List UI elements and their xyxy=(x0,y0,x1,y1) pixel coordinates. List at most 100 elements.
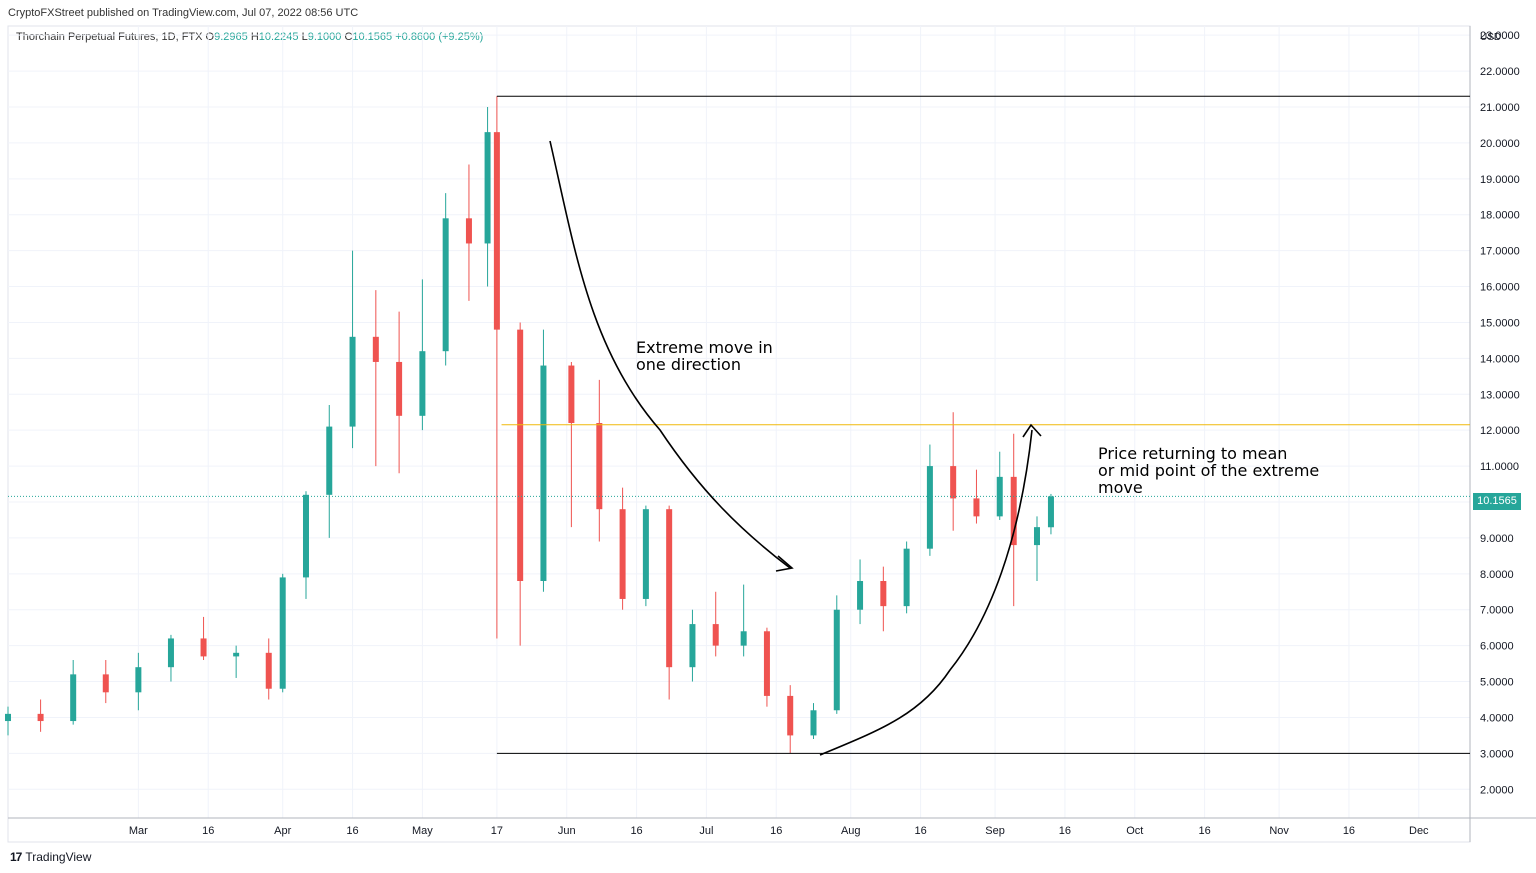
candle-body xyxy=(233,652,240,657)
candle-body xyxy=(442,218,449,352)
candle-body xyxy=(996,476,1003,517)
chart-grid xyxy=(7,25,1471,843)
candle-body xyxy=(763,631,770,696)
candle-body xyxy=(619,509,626,599)
candle-body xyxy=(1010,476,1017,546)
y-tick-label: 5.0000 xyxy=(1480,677,1514,689)
horizontal-levels xyxy=(8,95,1470,754)
candle-body xyxy=(465,218,472,244)
y-tick-label: 21.0000 xyxy=(1480,102,1520,114)
publisher-credit: CryptoFXStreet published on TradingView.… xyxy=(8,7,359,19)
y-tick-label: 2.0000 xyxy=(1480,784,1514,796)
candle-body xyxy=(540,365,547,581)
y-tick-label: 22.0000 xyxy=(1480,66,1520,78)
candle-body xyxy=(903,548,910,607)
tradingview-logo-icon: 17 xyxy=(10,850,22,864)
tradingview-brand[interactable]: 17 TradingView xyxy=(10,850,91,864)
candle-body xyxy=(596,423,603,510)
down-arrow-head xyxy=(775,555,794,572)
change-value: +0.8600 (+9.25%) xyxy=(395,31,484,43)
annotation-mean-return: Price returning to mean or mid point of … xyxy=(1098,445,1319,496)
candle-body xyxy=(200,638,207,657)
candle-body xyxy=(973,498,980,517)
candle-body xyxy=(1047,496,1054,528)
x-tick-label: 16 xyxy=(1343,825,1355,837)
candle-body xyxy=(102,674,109,693)
x-tick-label: 16 xyxy=(770,825,782,837)
symbol-legend: Thorchain Perpetual Futures, 1D, FTX O 9.… xyxy=(16,31,483,43)
candle-body xyxy=(740,631,747,646)
y-tick-label: 18.0000 xyxy=(1480,210,1520,222)
x-tick-label: Aug xyxy=(841,825,861,837)
annotation-line: or mid point of the extreme xyxy=(1098,461,1320,480)
candle-body xyxy=(302,494,309,578)
up-curve-arrow xyxy=(819,429,1033,756)
candle-body xyxy=(167,638,174,668)
y-tick-label: 13.0000 xyxy=(1480,389,1520,401)
candle-body xyxy=(484,132,491,244)
currency-label: USD xyxy=(1480,32,1501,43)
x-tick-label: 16 xyxy=(202,825,214,837)
annotation-line: Extreme move in xyxy=(636,338,773,357)
candle-body xyxy=(70,674,77,722)
y-tick-label: 4.0000 xyxy=(1480,712,1514,724)
x-tick-label: 17 xyxy=(491,825,503,837)
chart-axes: 2.0000 3.0000 4.0000 5.0000 6.0000 7.0000 8.00… xyxy=(8,26,1536,842)
y-tick-label: 3.0000 xyxy=(1480,748,1514,760)
x-tick-label: Mar xyxy=(129,825,148,837)
annotation-arrows xyxy=(549,140,1042,756)
candles xyxy=(5,96,1054,754)
last-price-badge: 10.1565 xyxy=(1473,493,1521,510)
candle-body xyxy=(265,652,272,689)
candle-body xyxy=(926,466,933,549)
y-tick-label: 6.0000 xyxy=(1480,641,1514,653)
annotation-line: Price returning to mean xyxy=(1098,444,1288,463)
y-tick-label: 14.0000 xyxy=(1480,353,1520,365)
x-tick-label: Sep xyxy=(985,825,1005,837)
candle-body xyxy=(857,581,864,610)
close-label: C xyxy=(344,31,353,43)
x-tick-label: 16 xyxy=(630,825,642,837)
candle-body xyxy=(279,577,286,689)
candle-body xyxy=(833,609,840,711)
symbol-name[interactable]: Thorchain Perpetual Futures, 1D, FTX xyxy=(16,31,203,43)
candle-body xyxy=(37,713,44,722)
low-value: 9.1000 xyxy=(307,31,342,43)
x-tick-label: Jun xyxy=(558,825,576,837)
candle-body xyxy=(372,336,379,362)
candle-body xyxy=(419,351,426,416)
high-value: 10.2245 xyxy=(258,31,299,43)
x-tick-label: Dec xyxy=(1409,825,1429,837)
candle-body xyxy=(568,365,575,423)
y-tick-label: 12.0000 xyxy=(1480,425,1520,437)
x-tick-label: Oct xyxy=(1126,825,1143,837)
x-tick-label: 16 xyxy=(1198,825,1210,837)
candle-body xyxy=(396,361,403,416)
open-label: O xyxy=(205,31,215,43)
high-label: H xyxy=(250,31,259,43)
down-curve-arrow xyxy=(549,140,791,569)
y-tick-label: 20.0000 xyxy=(1480,138,1520,150)
x-tick-label: May xyxy=(412,825,433,837)
candle-body xyxy=(950,466,957,499)
candle-body xyxy=(810,710,817,736)
x-tick-label: Nov xyxy=(1269,825,1289,837)
candle-body xyxy=(326,426,333,495)
x-tick-label: 16 xyxy=(914,825,926,837)
y-tick-label: 7.0000 xyxy=(1480,605,1514,617)
brand-name: TradingView xyxy=(25,850,92,864)
candle-body xyxy=(517,329,524,581)
annotation-extreme-move: Extreme move in one direction xyxy=(636,339,773,373)
y-tick-label: 11.0000 xyxy=(1480,461,1519,473)
candle-body xyxy=(787,695,794,736)
candle-body xyxy=(666,509,673,668)
x-tick-label: Apr xyxy=(274,825,291,837)
y-tick-label: 8.0000 xyxy=(1480,569,1514,581)
candle-body xyxy=(349,336,356,427)
candle-body xyxy=(642,509,649,599)
annotation-line: move xyxy=(1098,478,1143,497)
x-tick-label: 16 xyxy=(346,825,358,837)
y-tick-label: 16.0000 xyxy=(1480,282,1520,294)
candle-body xyxy=(712,624,719,646)
